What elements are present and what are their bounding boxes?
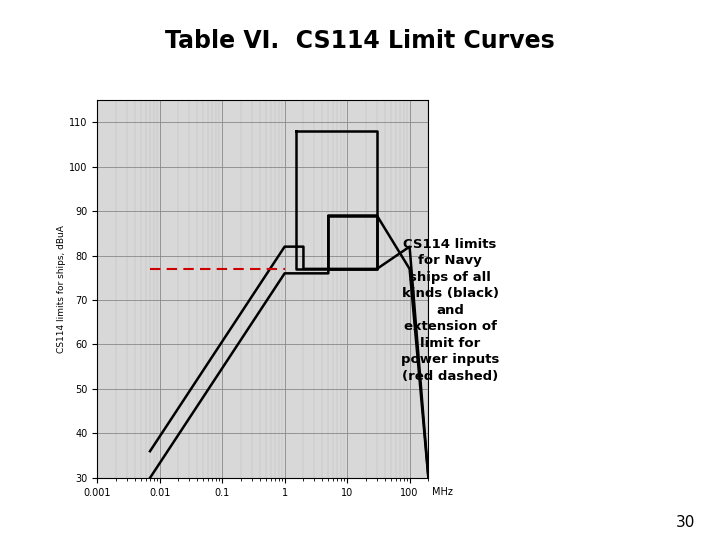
Y-axis label: CS114 limits for ships, dBuA: CS114 limits for ships, dBuA [58,225,66,353]
Text: Table VI.  CS114 Limit Curves: Table VI. CS114 Limit Curves [165,29,555,53]
Text: 30: 30 [675,515,695,530]
Text: MHz: MHz [432,487,453,497]
Text: CS114 limits
for Navy
ships of all
kinds (black)
and
extension of
limit for
powe: CS114 limits for Navy ships of all kinds… [401,238,499,383]
